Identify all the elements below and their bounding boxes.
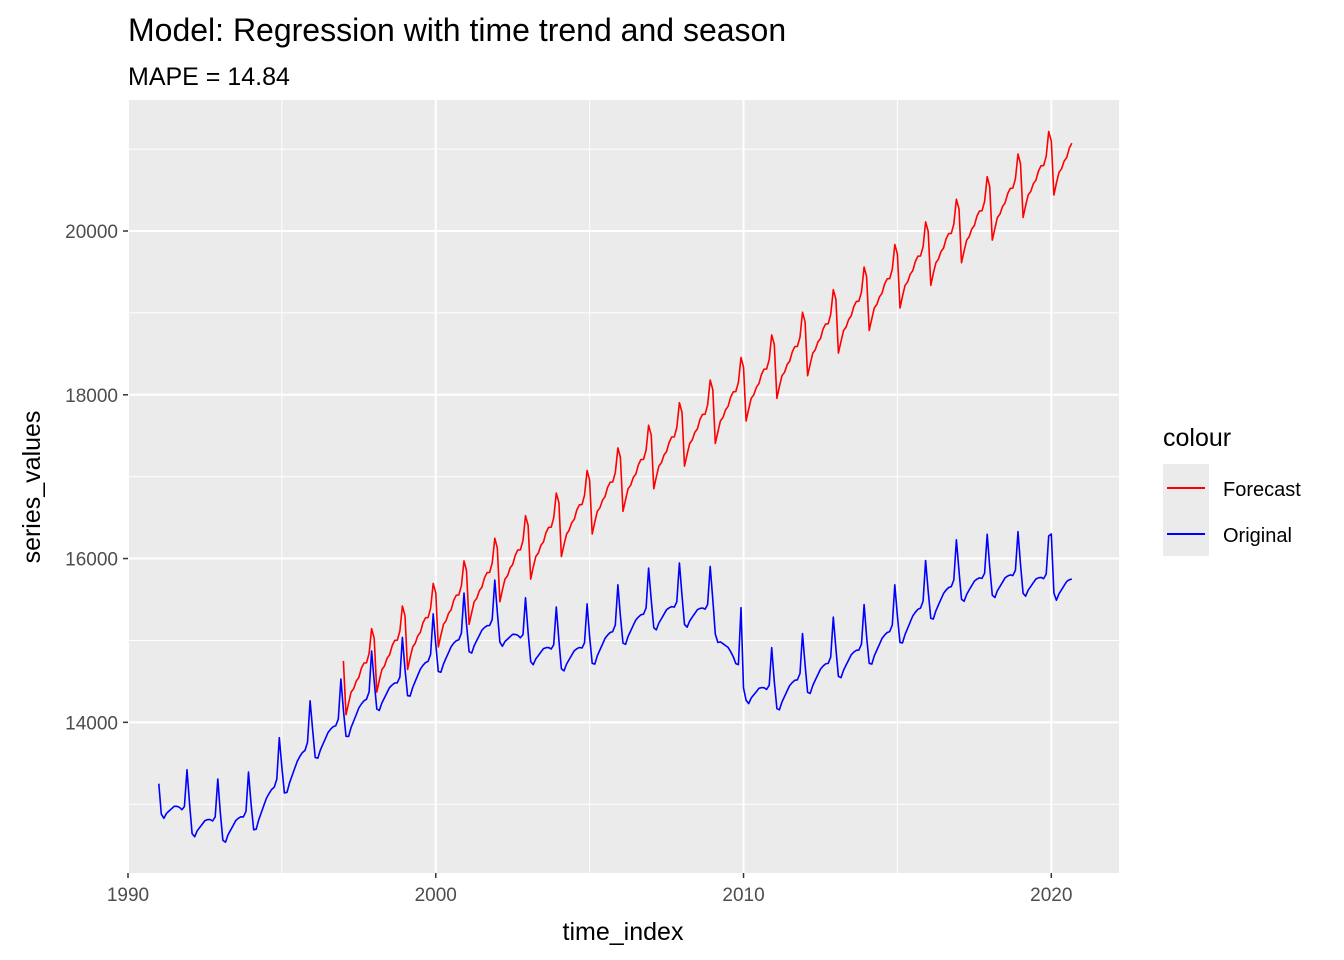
legend-title: colour <box>1163 424 1231 452</box>
minor-gridlines <box>128 100 1119 873</box>
x-tick-label: 1990 <box>107 885 149 906</box>
y-tick-label: 18000 <box>65 386 118 407</box>
series-line-original <box>158 530 1073 843</box>
y-axis: 14000 16000 18000 20000 <box>65 222 128 734</box>
series-layer <box>158 130 1073 843</box>
legend-key-bg <box>1163 464 1209 556</box>
x-axis: 1990 2000 2010 2020 <box>107 873 1072 906</box>
x-tick-label: 2010 <box>722 885 764 906</box>
chart-subtitle: MAPE = 14.84 <box>128 63 290 91</box>
x-axis-title: time_index <box>563 918 684 946</box>
major-gridlines <box>127 100 1119 873</box>
legend-label-original: Original <box>1223 525 1292 547</box>
y-axis-title: series_values <box>18 411 46 564</box>
y-tick-label: 14000 <box>65 713 118 734</box>
chart-title: Model: Regression with time trend and se… <box>128 12 786 48</box>
x-tick-label: 2020 <box>1030 885 1072 906</box>
x-tick-label: 2000 <box>415 885 457 906</box>
legend-label-forecast: Forecast <box>1223 479 1301 501</box>
plot-panel <box>128 100 1119 873</box>
series-line-forecast <box>342 130 1073 716</box>
legend: colour Forecast Original <box>1163 424 1301 556</box>
y-tick-label: 16000 <box>65 550 118 571</box>
y-tick-label: 20000 <box>65 222 118 243</box>
